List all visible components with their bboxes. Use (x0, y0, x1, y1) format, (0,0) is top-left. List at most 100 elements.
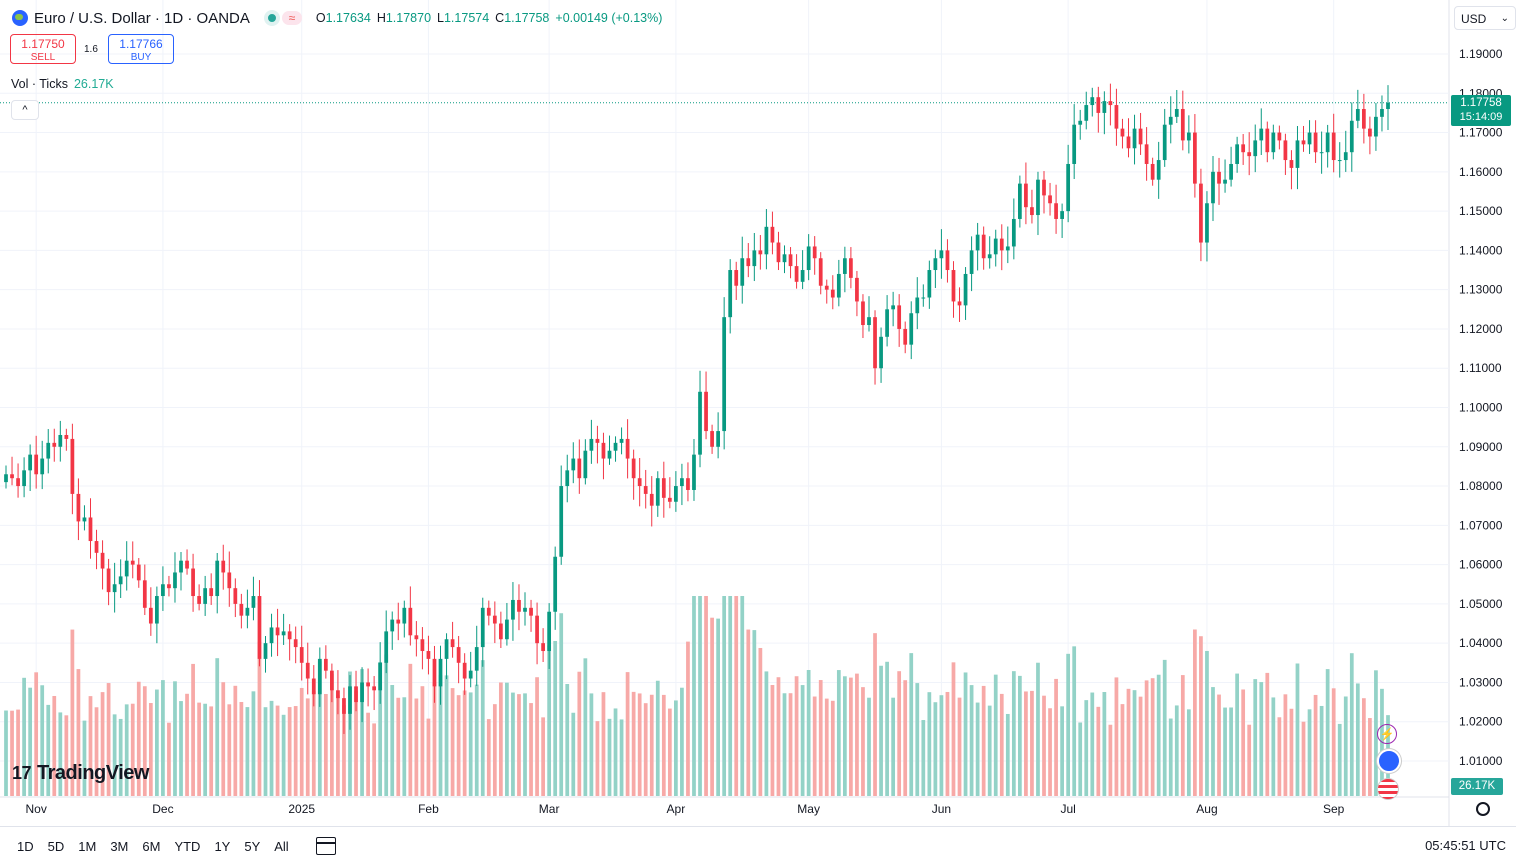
volume-bar (1162, 659, 1167, 796)
volume-legend[interactable]: Vol · Ticks 26.17K (11, 77, 114, 91)
volume-bar (384, 654, 389, 796)
candle-body (728, 270, 733, 318)
volume-bar (16, 709, 20, 796)
candle-body (945, 250, 950, 271)
candle-body (408, 607, 413, 636)
candle-body (1144, 144, 1149, 164)
collapse-legend-button[interactable]: ^ (11, 100, 39, 120)
candle-body (1283, 140, 1288, 161)
timeframe-1y[interactable]: 1Y (214, 838, 231, 854)
volume-bar (348, 671, 352, 796)
settings-icon[interactable] (1476, 802, 1490, 816)
candle-body (1180, 108, 1185, 141)
volume-bar (897, 671, 902, 796)
buy-label: BUY (130, 52, 152, 63)
timeframe-3m[interactable]: 3M (110, 838, 129, 854)
market-open-icon[interactable] (263, 10, 280, 26)
timeframe-5d[interactable]: 5D (47, 838, 65, 854)
volume-bar (589, 693, 594, 796)
candle-body (1211, 171, 1215, 204)
bottom-toolbar: 1D 5D 1M 3M 6M YTD 1Y 5Y All 05:45:51 UTC (0, 826, 1516, 865)
volume-bar (752, 630, 757, 796)
candle-body (716, 431, 720, 447)
volume-bar (1271, 697, 1276, 796)
sell-button[interactable]: 1.17750 SELL (10, 34, 76, 64)
status-indicators[interactable]: ≈ (263, 10, 302, 26)
volume-bar (764, 671, 769, 796)
volume-bar (1325, 669, 1330, 796)
candle-body (1162, 124, 1167, 161)
volume-bar (1349, 653, 1354, 796)
tradingview-logo[interactable]: 17 TradingView (12, 762, 149, 785)
buy-button[interactable]: 1.17766 BUY (108, 34, 174, 64)
volume-bar (360, 669, 364, 796)
timeframe-1m[interactable]: 1M (78, 838, 97, 854)
volume-bar (601, 692, 606, 796)
eu-flag-icon[interactable] (1377, 749, 1401, 773)
lightning-icon[interactable]: ⚡ (1377, 724, 1397, 744)
candle-body (855, 277, 859, 302)
candle-body (1199, 183, 1203, 243)
candle-body (420, 639, 425, 652)
volume-bar (1186, 709, 1191, 796)
candle-body (704, 391, 708, 432)
price-tick-label: 1.07000 (1459, 518, 1503, 532)
candle-body (1048, 195, 1052, 204)
candle-body (625, 438, 630, 459)
candle-body (1114, 105, 1119, 129)
volume-bar (740, 596, 745, 796)
price-axis: 1.190001.180001.170001.160001.150001.140… (1459, 47, 1503, 768)
candle-body (1205, 203, 1209, 243)
timeframe-1d[interactable]: 1D (17, 838, 34, 854)
timeframe-ytd[interactable]: YTD (174, 838, 201, 854)
timeframe-all[interactable]: All (274, 838, 289, 854)
timeframe-5y[interactable]: 5Y (244, 838, 261, 854)
volume-bar (40, 685, 45, 796)
volume-bar (547, 645, 552, 796)
candle-body (197, 596, 201, 604)
symbol-title[interactable]: Euro / U.S. Dollar · 1D · OANDA (34, 9, 250, 27)
candle-body (1072, 124, 1077, 164)
volume-bar (1024, 691, 1028, 796)
price-tick-label: 1.19000 (1459, 47, 1503, 61)
us-flag-icon[interactable] (1377, 778, 1399, 800)
volume-bar (112, 714, 117, 796)
candle-body (903, 328, 908, 345)
candle-body (661, 478, 666, 498)
candle-body (692, 454, 696, 490)
clock[interactable]: 05:45:51 UTC (1425, 838, 1506, 853)
volume-bar (921, 720, 926, 796)
currency-select[interactable]: USD ⌄ (1454, 6, 1516, 30)
time-axis: Nov Dec 2025 Feb Mar Apr May Jun Jul Aug Sep (26, 802, 1345, 816)
volume-bar (100, 692, 105, 796)
calendar-icon[interactable] (315, 837, 336, 855)
volume-bar (492, 704, 497, 796)
volume-bar (517, 694, 521, 796)
candle-body (305, 662, 310, 679)
candle-body (1217, 171, 1221, 184)
volume-bar (553, 640, 558, 796)
candle-body (468, 670, 473, 679)
candle-body (155, 596, 159, 624)
wave-icon[interactable]: ≈ (281, 11, 302, 25)
candle-body (1120, 128, 1125, 137)
candle-body (76, 493, 81, 522)
volume-bar (1174, 705, 1179, 796)
volume-bar (1313, 694, 1318, 796)
candle-body (167, 584, 171, 589)
volume-bar (788, 693, 793, 796)
last-price: 1.17758 (1460, 97, 1502, 109)
volume-bar (505, 682, 509, 796)
volume-bar (161, 680, 165, 796)
volume-bar (915, 683, 920, 796)
candle-body (963, 273, 968, 306)
timeframe-6m[interactable]: 6M (142, 838, 161, 854)
volume-bar (1193, 629, 1197, 796)
volume-bar (692, 596, 696, 796)
candle-body (1241, 144, 1246, 153)
volume-bar (1319, 705, 1324, 796)
candle-body (565, 470, 570, 487)
candle-body (752, 250, 757, 267)
candle-body (1313, 132, 1318, 153)
